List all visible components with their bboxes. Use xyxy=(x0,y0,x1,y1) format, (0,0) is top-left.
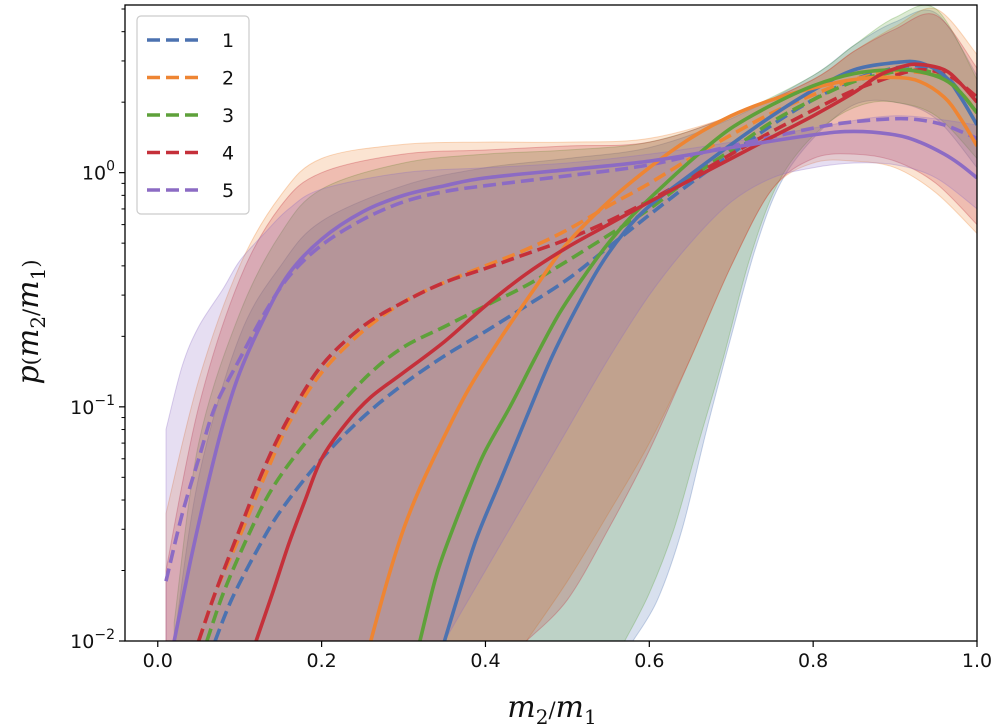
band-series-1 xyxy=(173,9,977,641)
band-series-5 xyxy=(165,115,977,641)
y-axis-label: p(m2/m1) xyxy=(11,259,50,384)
legend-label-1: 1 xyxy=(222,30,234,52)
dashed-line-series-4 xyxy=(197,67,977,641)
x-tick-label: 0.4 xyxy=(470,650,500,672)
x-axis-label: m2/m1 xyxy=(507,690,596,725)
legend-label-2: 2 xyxy=(222,68,234,90)
legend-label-3: 3 xyxy=(222,105,234,127)
y-axis: 10−2 10−1 100 xyxy=(70,8,125,653)
y-tick-label: 100 xyxy=(82,159,115,185)
dashed-line-series-3 xyxy=(205,67,977,641)
y-tick-label: 10−2 xyxy=(70,627,115,653)
series-lines xyxy=(164,59,977,641)
x-tick-label: 0.8 xyxy=(798,650,828,672)
plot-frame xyxy=(124,4,978,642)
band-series-2 xyxy=(165,7,977,641)
dashed-line-series-5 xyxy=(164,116,977,582)
legend-label-5: 5 xyxy=(222,180,234,202)
legend-label-4: 4 xyxy=(222,143,234,165)
band-series-4 xyxy=(165,13,977,641)
x-axis: 0.0 0.2 0.4 0.6 0.8 1.0 xyxy=(143,641,992,672)
confidence-bands xyxy=(165,5,977,641)
solid-line-series-4 xyxy=(254,62,977,641)
legend: 1 2 3 4 5 xyxy=(136,15,250,215)
solid-line-series-5 xyxy=(172,129,977,641)
x-tick-label: 0.6 xyxy=(634,650,664,672)
y-tick-label: 10−1 xyxy=(70,393,115,419)
solid-line-series-2 xyxy=(369,75,977,641)
solid-line-series-3 xyxy=(418,67,977,641)
x-tick-label: 0.2 xyxy=(307,650,337,672)
x-tick-label: 0.0 xyxy=(143,650,173,672)
x-tick-label: 1.0 xyxy=(962,650,992,672)
band-series-3 xyxy=(173,5,977,641)
